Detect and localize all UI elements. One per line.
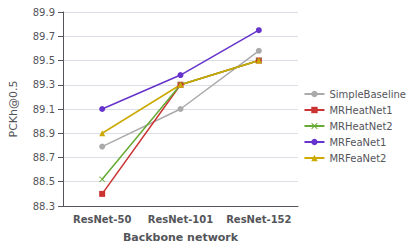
svg-text:ResNet-152: ResNet-152 — [226, 214, 291, 225]
svg-text:SimpleBaseline: SimpleBaseline — [329, 89, 406, 100]
svg-text:88.3: 88.3 — [33, 201, 55, 212]
svg-text:MRHeatNet2: MRHeatNet2 — [329, 121, 392, 132]
svg-text:MRHeatNet1: MRHeatNet1 — [329, 105, 392, 116]
svg-text:ResNet-101: ResNet-101 — [148, 214, 213, 225]
svg-text:MRFeaNet1: MRFeaNet1 — [329, 137, 386, 148]
svg-text:89.3: 89.3 — [33, 79, 55, 90]
svg-text:89.5: 89.5 — [33, 55, 55, 66]
svg-text:Backbone network: Backbone network — [123, 231, 239, 244]
svg-text:89.7: 89.7 — [33, 31, 55, 42]
svg-text:PCKh@0.5: PCKh@0.5 — [7, 81, 20, 138]
svg-text:88.7: 88.7 — [33, 152, 55, 163]
svg-text:89.1: 89.1 — [33, 104, 55, 115]
svg-text:88.9: 88.9 — [33, 128, 55, 139]
svg-text:ResNet-50: ResNet-50 — [73, 214, 131, 225]
svg-text:88.5: 88.5 — [33, 176, 55, 187]
svg-text:89.9: 89.9 — [33, 7, 55, 18]
svg-text:MRFeaNet2: MRFeaNet2 — [329, 153, 386, 164]
